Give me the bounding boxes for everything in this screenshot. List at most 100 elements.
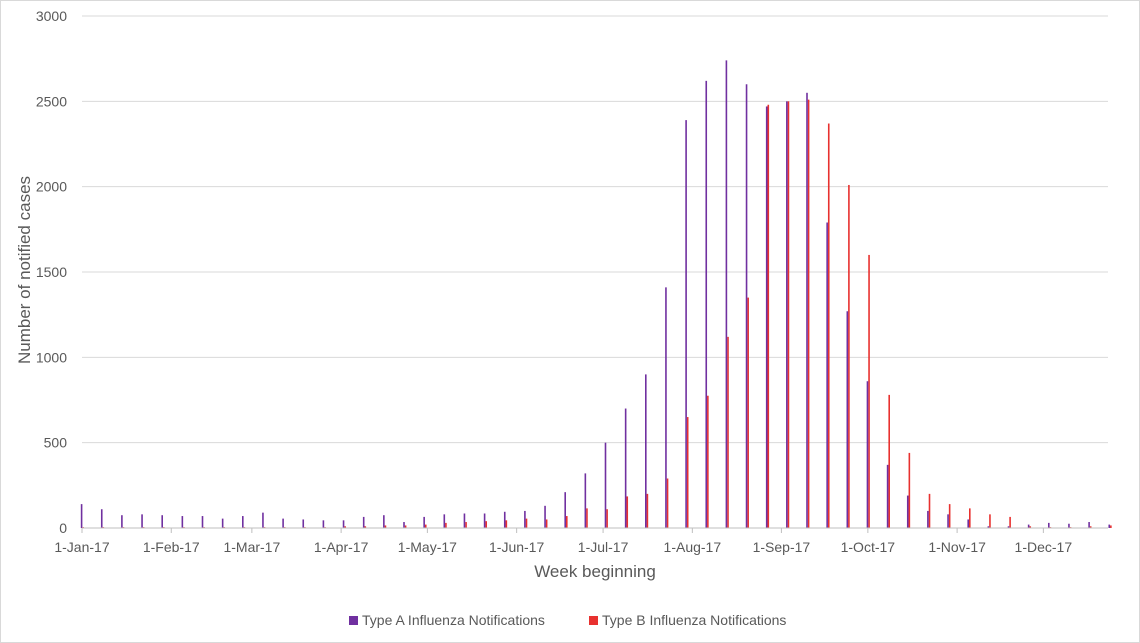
type-b-bar (384, 525, 387, 528)
y-tick-label: 2500 (36, 93, 67, 109)
type-a-bar (362, 516, 365, 528)
type-a-bar (846, 311, 849, 528)
y-tick-label: 500 (44, 435, 68, 451)
type-b-bar (424, 524, 427, 528)
x-tick-label: 1-Jun-17 (489, 539, 544, 555)
type-a-bar (524, 510, 526, 528)
legend: Type A Influenza Notifications Type B In… (349, 612, 786, 628)
legend-swatch-type-a (349, 616, 358, 625)
type-a-bar (786, 101, 788, 528)
type-a-bar (886, 464, 889, 528)
x-tick-label: 1-Mar-17 (223, 539, 280, 555)
type-b-bar (989, 514, 991, 528)
y-axis-tick-labels: 0 500 1000 1500 2000 2500 3000 (36, 8, 67, 536)
type-a-bar (584, 473, 587, 528)
type-b-bar (485, 521, 487, 528)
type-a-bar (1068, 523, 1070, 528)
type-b-bar (908, 452, 911, 528)
y-tick-label: 2000 (36, 179, 67, 195)
x-axis-title: Week beginning (534, 562, 656, 581)
type-a-bar (745, 84, 748, 529)
type-b-bar (948, 504, 951, 528)
type-b-bar (364, 526, 367, 528)
type-b-bar (787, 101, 790, 528)
type-b-bar (1110, 525, 1112, 528)
type-a-bar (181, 516, 184, 528)
type-a-bar (947, 514, 949, 528)
type-b-bar (566, 516, 568, 528)
type-a-bar (564, 492, 566, 528)
type-a-bar (1088, 522, 1090, 528)
type-a-bar (503, 511, 506, 528)
x-tick-label: 1-Jan-17 (54, 539, 109, 555)
type-b-bar (344, 526, 346, 528)
type-a-bar (806, 92, 808, 529)
type-b-bar (686, 417, 689, 528)
type-b-bar (969, 508, 971, 528)
x-tick-label: 1-Apr-17 (314, 539, 369, 555)
type-a-bar (826, 222, 828, 529)
type-a-bar (665, 287, 667, 528)
type-a-bars (80, 60, 1111, 529)
type-b-bar (1009, 516, 1011, 528)
type-b-bar (505, 520, 508, 528)
type-a-bar (866, 381, 869, 528)
type-a-bar (544, 505, 546, 528)
type-a-bar (1108, 524, 1111, 528)
x-tick-label: 1-Jul-17 (578, 539, 629, 555)
y-axis-title: Number of notified cases (15, 176, 34, 364)
type-a-bar (624, 408, 627, 528)
type-a-bar (322, 520, 325, 528)
type-b-bar (928, 493, 931, 528)
type-b-bar (807, 99, 810, 529)
x-tick-label: 1-Aug-17 (664, 539, 722, 555)
type-a-bar (242, 516, 244, 528)
x-tick-label: 1-Sep-17 (753, 539, 811, 555)
type-a-bar (604, 442, 607, 528)
type-a-bar (161, 515, 163, 528)
x-tick-label: 1-Feb-17 (143, 539, 200, 555)
type-a-bar (483, 513, 486, 528)
type-b-bar (1029, 526, 1032, 528)
type-a-bar (423, 516, 425, 528)
x-tick-label: 1-Dec-17 (1015, 539, 1073, 555)
type-a-bar (121, 515, 123, 528)
type-a-bar (685, 120, 687, 529)
type-b-bar (727, 336, 729, 528)
x-axis-tick-marks (81, 528, 1044, 533)
type-a-bar (262, 512, 264, 528)
type-b-bar (626, 496, 629, 528)
x-axis-tick-labels: 1-Jan-17 1-Feb-17 1-Mar-17 1-Apr-17 1-May-17… (54, 539, 1072, 555)
type-a-bar (645, 374, 647, 528)
type-b-bar (767, 104, 770, 528)
type-b-bar (707, 395, 709, 528)
type-b-bar (545, 519, 548, 528)
type-a-bar (80, 504, 83, 528)
type-a-bar (282, 518, 284, 528)
legend-label-type-a: Type A Influenza Notifications (362, 612, 545, 628)
gridlines (82, 15, 1108, 444)
type-b-bar (868, 254, 870, 528)
type-a-bar (100, 509, 103, 528)
type-b-bar (465, 522, 467, 528)
type-a-bar (765, 106, 768, 528)
type-a-bar (1007, 526, 1010, 528)
type-b-bar (747, 297, 749, 528)
type-a-bar (1027, 524, 1030, 528)
type-a-bar (967, 519, 969, 528)
type-a-bar (221, 518, 224, 528)
y-tick-label: 1500 (36, 264, 67, 280)
type-b-bar (848, 184, 850, 528)
type-a-bar (463, 513, 466, 528)
type-a-bar (987, 526, 990, 528)
type-a-bar (383, 515, 385, 528)
type-b-bar (646, 493, 649, 528)
type-a-bar (725, 60, 728, 529)
type-a-bar (443, 514, 446, 528)
type-b-bar (404, 525, 407, 528)
x-tick-label: 1-Nov-17 (928, 539, 986, 555)
type-a-bar (403, 522, 405, 528)
type-b-bar (586, 508, 588, 528)
legend-swatch-type-b (589, 616, 598, 625)
